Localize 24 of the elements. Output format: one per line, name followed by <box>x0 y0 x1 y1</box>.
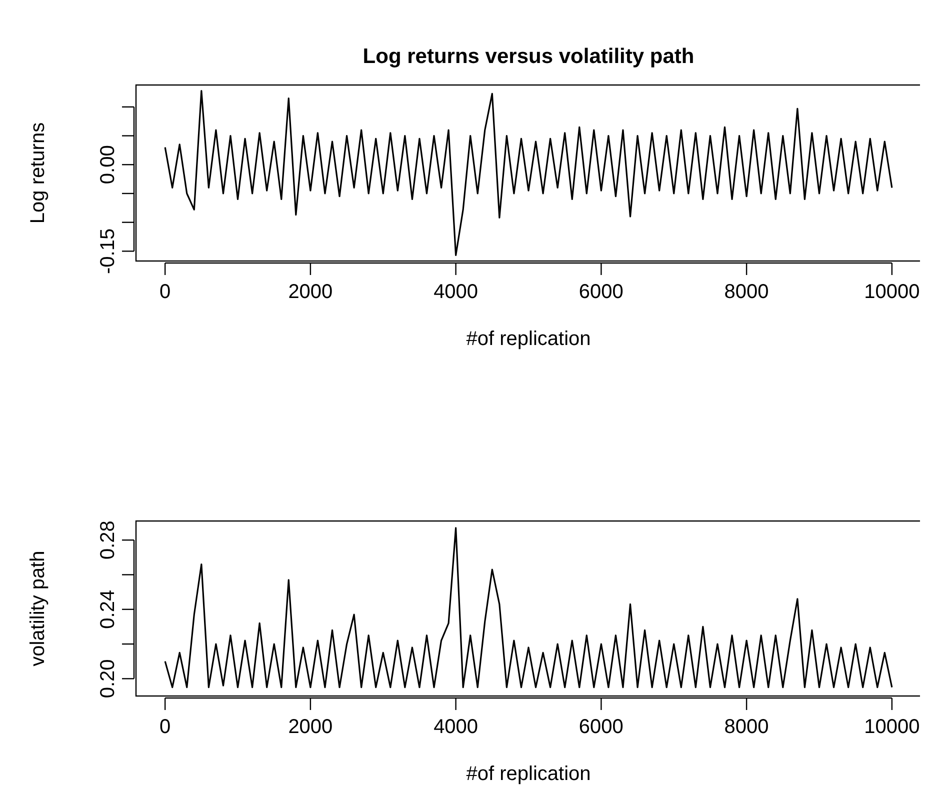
y-tick-label: 0.28 <box>97 520 119 560</box>
y-axis-title: Log returns <box>27 122 49 224</box>
x-tick-label: 4000 <box>434 281 478 303</box>
x-tick-label: 10000 <box>864 716 920 738</box>
chart-title: Log returns versus volatility path <box>362 45 694 68</box>
x-tick-label: 2000 <box>288 716 333 738</box>
x-tick-label: 6000 <box>578 281 624 303</box>
x-tick-label: 8000 <box>724 716 769 738</box>
x-tick-label: 0 <box>160 716 171 738</box>
x-tick-label: 6000 <box>578 716 624 738</box>
y-tick-label: 0.20 <box>97 659 119 698</box>
x-tick-label: 8000 <box>724 281 769 303</box>
y-tick-label: -0.15 <box>97 228 119 274</box>
x-tick-label: 10000 <box>864 281 920 303</box>
x-axis-title: #of replication <box>466 763 591 785</box>
x-axis-title: #of replication <box>466 328 591 350</box>
x-tick-label: 2000 <box>288 281 333 303</box>
line-series <box>164 90 893 256</box>
line-series <box>164 527 893 688</box>
x-tick-label: 4000 <box>434 716 478 738</box>
x-tick-label: 0 <box>160 281 171 303</box>
y-tick-label: 0.24 <box>97 590 119 629</box>
y-axis-title: volatility path <box>27 550 49 666</box>
y-tick-label: 0.00 <box>97 145 119 184</box>
